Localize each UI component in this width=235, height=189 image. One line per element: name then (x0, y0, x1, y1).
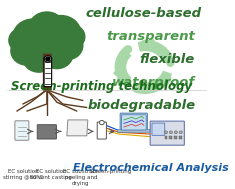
Text: biodegradable: biodegradable (88, 99, 196, 112)
Text: EC solution
stirring @80°C: EC solution stirring @80°C (3, 170, 43, 180)
Circle shape (11, 37, 43, 65)
Polygon shape (67, 120, 88, 136)
Circle shape (23, 44, 55, 72)
Circle shape (57, 24, 85, 49)
Text: cellulose-based: cellulose-based (86, 7, 202, 20)
Circle shape (44, 56, 51, 62)
FancyBboxPatch shape (37, 125, 56, 139)
Bar (169, 136, 172, 139)
Circle shape (41, 40, 73, 69)
FancyBboxPatch shape (44, 58, 52, 87)
Text: transparent: transparent (106, 30, 195, 43)
FancyBboxPatch shape (150, 121, 184, 145)
Text: waterproof: waterproof (112, 76, 195, 89)
Text: Screen-printing: Screen-printing (90, 170, 132, 174)
Circle shape (46, 57, 50, 61)
FancyBboxPatch shape (43, 53, 52, 91)
FancyBboxPatch shape (118, 129, 150, 132)
Circle shape (169, 131, 172, 134)
Circle shape (41, 15, 81, 51)
Circle shape (9, 28, 37, 53)
Circle shape (51, 31, 83, 60)
Circle shape (13, 19, 53, 54)
Circle shape (31, 26, 71, 62)
Text: EC solution
solvent casting: EC solution solvent casting (30, 170, 72, 180)
Text: flexible: flexible (139, 53, 194, 66)
Bar (174, 136, 177, 139)
FancyBboxPatch shape (15, 121, 29, 140)
Text: EC substrate
peeling and
drying: EC substrate peeling and drying (63, 170, 98, 186)
Bar (179, 136, 182, 139)
FancyBboxPatch shape (97, 122, 106, 139)
Bar (164, 136, 167, 139)
Text: Electrochemical Analysis: Electrochemical Analysis (73, 163, 229, 173)
FancyBboxPatch shape (121, 115, 146, 130)
FancyBboxPatch shape (152, 123, 165, 135)
Circle shape (29, 12, 65, 44)
Circle shape (99, 120, 104, 125)
Circle shape (174, 131, 177, 134)
Circle shape (164, 131, 168, 134)
FancyBboxPatch shape (120, 113, 147, 131)
Circle shape (179, 131, 182, 134)
Text: Screen-printing technology: Screen-printing technology (11, 80, 192, 93)
